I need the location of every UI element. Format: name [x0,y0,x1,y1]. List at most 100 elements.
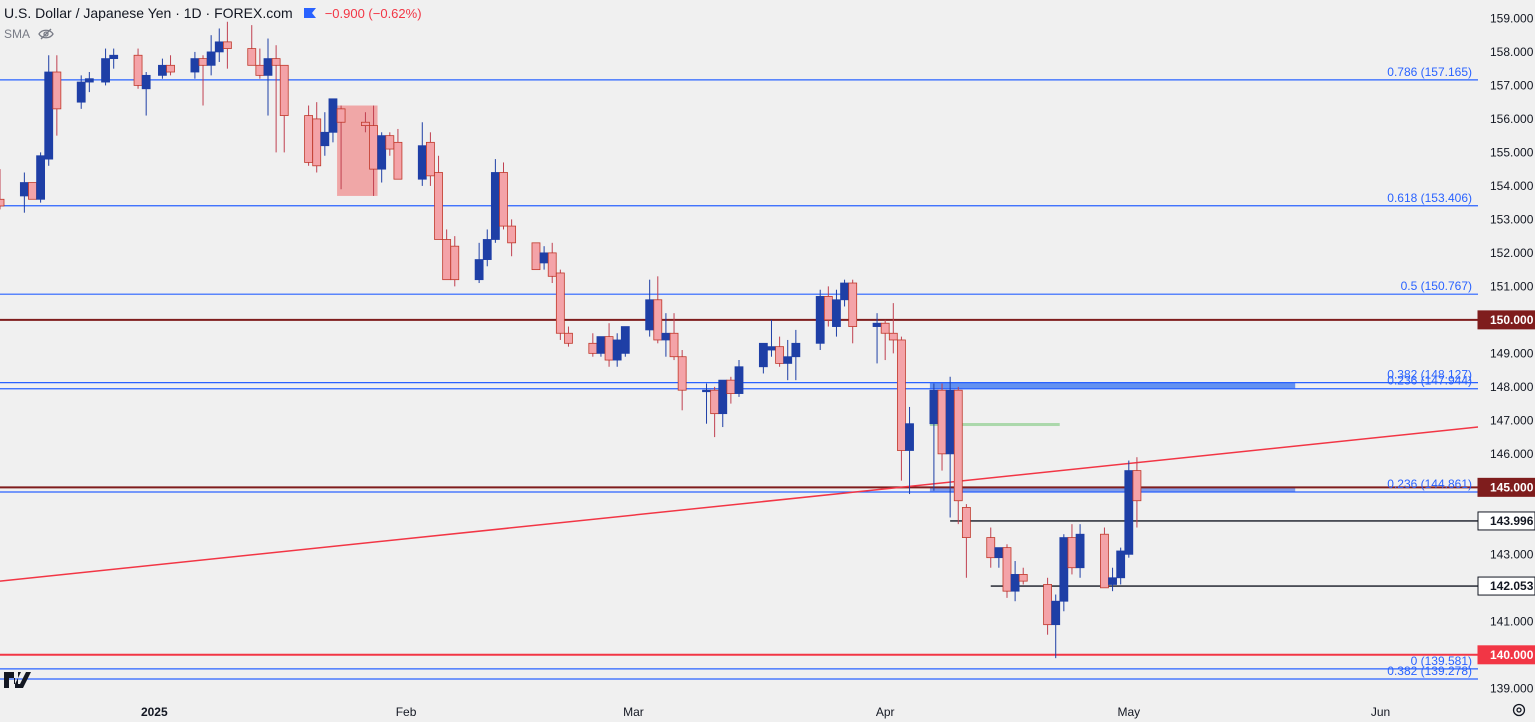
candle [499,162,508,230]
symbol-title[interactable]: U.S. Dollar / Japanese Yen · 1D · FOREX.… [4,5,293,21]
y-tick-label: 143.000 [1490,547,1534,561]
candle-body [1059,537,1069,602]
zone-blue-zone-145 [929,487,1296,492]
candle-body [1124,470,1134,555]
candle [320,112,330,156]
candle [718,379,728,428]
candle-body [791,342,801,358]
candle [1043,577,1052,635]
candle [141,72,151,116]
candle-body [596,336,606,354]
candle [767,319,776,357]
candle-body [328,98,338,133]
candle-body [783,356,793,364]
flag-icon[interactable] [303,7,317,19]
candle-body [28,182,37,200]
candle [596,336,606,357]
price-axis[interactable]: 159.000 158.000 157.000 156.000 155.000 154.0… [1477,0,1535,722]
candle [28,182,37,200]
candle [832,289,841,337]
candle [564,326,573,347]
candle [450,236,460,287]
candle-body [840,282,849,301]
candle [929,383,939,491]
candle [1018,567,1028,585]
x-tick-label: Apr [876,705,895,719]
candle-body [198,58,208,66]
candle-body [677,356,687,391]
price-badge: 140.000 [1477,645,1535,665]
candle [555,269,565,340]
candle [214,28,224,62]
candle [222,21,232,69]
candle [620,326,630,357]
candle-body [369,125,378,170]
candle [791,329,801,381]
zone-blue-zone [929,382,1296,389]
candle-body [929,389,939,425]
price-badge-label: 142.053 [1490,579,1534,593]
candle [775,336,785,367]
candle-body [0,198,5,207]
x-tick-label: Mar [623,705,644,719]
time-axis[interactable]: 2025 Feb Mar Apr May Jun [0,695,1478,722]
y-tick-label: 139.000 [1490,681,1534,695]
indicator-legend[interactable]: SMA [4,27,54,41]
candle [758,342,768,374]
candle [953,386,963,525]
candle-body [109,54,119,60]
candle [19,172,29,213]
price-badge: 145.000 [1477,477,1535,497]
candle-body [271,58,281,66]
candle-body [44,71,54,160]
candle [961,504,971,578]
time-axis-bg [0,695,1478,722]
candle [434,155,443,240]
candle-body [490,172,500,240]
candle [279,64,289,153]
candle-body [620,326,630,354]
candle-body [434,172,443,240]
candle-body [832,299,841,327]
candle-body [710,389,720,415]
candle [328,98,338,143]
candle [1051,594,1061,659]
y-tick-label: 157.000 [1490,78,1534,92]
fib-label: 0.382 (139.278) [1387,664,1472,678]
candle-body [564,332,573,344]
symbol-legend[interactable]: U.S. Dollar / Japanese Yen · 1D · FOREX.… [4,3,422,23]
settings-gear-icon[interactable] [1511,702,1527,718]
candle-body [645,299,655,331]
candle [109,48,119,69]
candle [986,527,996,568]
candle-body [823,296,833,321]
eye-hidden-icon[interactable] [38,28,54,40]
price-badge-label: 140.000 [1490,648,1534,662]
fib-label: 0.236 (144.861) [1387,477,1472,491]
price-badge-bg [1477,477,1535,497]
candle-body [84,78,94,83]
candle [905,406,914,495]
candle [426,132,435,186]
candle [76,75,86,109]
candle [1108,567,1117,592]
candle-body [450,245,460,281]
candle-body [1132,470,1142,502]
candle-body [166,64,175,73]
candle-body [734,366,744,394]
tradingview-logo[interactable] [4,672,31,688]
candle-body [255,64,265,76]
price-badge: 143.996 [1477,511,1535,531]
y-tick-label: 156.000 [1490,112,1534,126]
candle [945,376,955,518]
candle [101,48,110,86]
indicator-name[interactable]: SMA [4,27,31,41]
candle [669,313,679,361]
candle [1059,534,1069,612]
candle-body [499,172,508,227]
candle-body [555,272,565,334]
candle [482,229,492,267]
candle [336,105,346,190]
levels-layer [0,79,1478,680]
